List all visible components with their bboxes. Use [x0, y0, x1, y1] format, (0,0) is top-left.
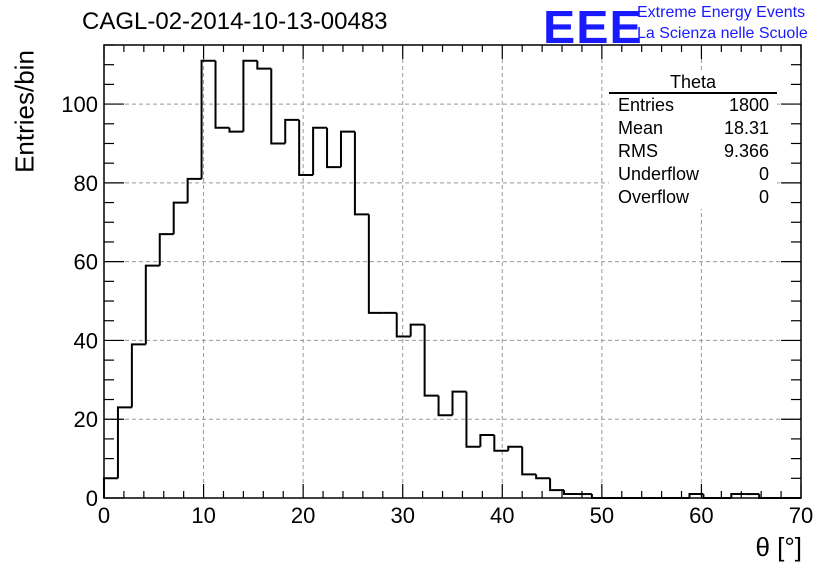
stats-value: 1800 — [728, 95, 769, 115]
y-tick-label: 0 — [86, 486, 98, 511]
histogram-bin — [353, 131, 369, 216]
histogram-bin — [395, 312, 411, 338]
histogram-bin — [702, 494, 718, 499]
histogram-bin — [535, 474, 551, 480]
x-axis-label: θ [°] — [755, 532, 802, 562]
stats-box: Theta Entries 1800 Mean 18.31 RMS 9.366 … — [609, 72, 777, 209]
histogram-bin — [284, 118, 300, 144]
x-tick-label: 60 — [689, 503, 713, 528]
histogram-bin — [214, 60, 230, 129]
y-tick-label: 60 — [74, 250, 98, 275]
histogram-bin — [688, 493, 704, 498]
histogram-bin — [158, 233, 174, 266]
histogram-bin — [479, 433, 495, 447]
x-tick-label: 70 — [789, 503, 813, 528]
histogram-bin — [409, 323, 425, 337]
histogram-bin — [298, 119, 314, 176]
histogram-bin — [144, 264, 160, 345]
y-axis-label: Entries/bin — [9, 50, 40, 173]
x-tick-label: 20 — [291, 503, 315, 528]
histogram-bin — [116, 406, 132, 479]
stats-row-entries: Entries 1800 — [609, 94, 777, 117]
histogram-bin — [270, 68, 286, 145]
x-tick-label: 40 — [490, 503, 514, 528]
logo-line-2: La Scienza nelle Scuole — [637, 25, 808, 42]
stats-label: RMS — [618, 141, 658, 161]
x-tick-label: 50 — [590, 503, 614, 528]
histogram-bin — [367, 214, 383, 314]
histogram-bin — [521, 446, 537, 476]
x-tick-label: 10 — [191, 503, 215, 528]
histogram-bin — [339, 130, 355, 168]
histogram-bin — [423, 324, 439, 397]
histogram-bin — [437, 395, 453, 417]
histogram-bin — [758, 494, 774, 499]
stats-row-rms: RMS 9.366 — [609, 140, 777, 163]
y-tick-label: 80 — [74, 171, 98, 196]
histogram-bin — [130, 343, 146, 408]
y-tick-label: 20 — [74, 407, 98, 432]
plot-frame — [103, 44, 802, 499]
histogram-bin — [451, 390, 467, 416]
histogram-bin — [312, 126, 328, 175]
x-tick-label: 30 — [390, 503, 414, 528]
stats-label: Underflow — [618, 164, 700, 184]
stats-value: 18.31 — [723, 118, 769, 138]
logo-line-1: Extreme Energy Events — [637, 4, 806, 21]
y-tick-label: 40 — [74, 328, 98, 353]
stats-row-underflow: Underflow 0 — [609, 163, 777, 186]
stats-row-mean: Mean 18.31 — [609, 117, 777, 140]
histogram-bin — [326, 127, 341, 169]
histogram-bin — [730, 493, 746, 498]
histogram-bin — [493, 434, 509, 452]
histogram-bin — [507, 445, 523, 451]
stats-label: Mean — [618, 118, 664, 138]
stats-row-overflow: Overflow 0 — [609, 186, 777, 209]
stats-value: 9.366 — [723, 141, 769, 161]
x-tick-label: 0 — [98, 503, 110, 528]
chart-title: CAGL-02-2014-10-13-00483 — [82, 8, 388, 35]
histogram-bin — [186, 177, 202, 203]
histogram-bin — [228, 127, 244, 133]
histogram-bin — [103, 477, 118, 498]
histogram-bin — [172, 201, 188, 235]
histogram-bin — [256, 60, 272, 70]
stats-box-title: Theta — [609, 72, 777, 94]
histogram-bin — [465, 391, 481, 448]
eee-logo: EEE — [543, 1, 643, 53]
histogram-bin — [563, 490, 578, 496]
histogram-bin — [549, 478, 565, 492]
stats-value: 0 — [758, 164, 769, 184]
histogram-bin — [590, 494, 606, 499]
stats-label: Entries — [618, 95, 675, 115]
histogram-bin — [200, 59, 216, 179]
histogram-bin — [242, 59, 258, 132]
y-tick-label: 100 — [61, 92, 98, 117]
stats-label: Overflow — [618, 187, 690, 207]
stats-value: 0 — [758, 187, 769, 207]
